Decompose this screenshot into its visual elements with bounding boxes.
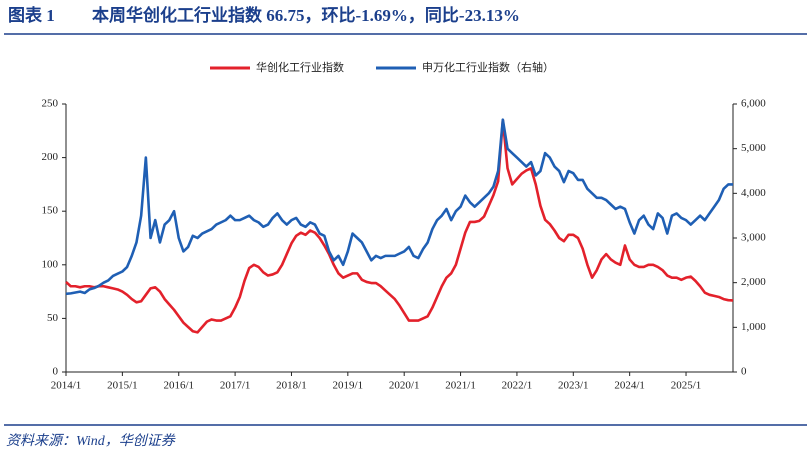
- y2-tick-label: 3,000: [741, 232, 766, 244]
- x-tick-label: 2016/1: [163, 380, 194, 392]
- y-tick-label: 200: [42, 151, 59, 163]
- x-tick-label: 2015/1: [107, 380, 138, 392]
- legend-label: 华创化工行业指数: [256, 60, 344, 74]
- y-tick-label: 150: [42, 205, 59, 217]
- y-tick-label: 0: [53, 366, 59, 378]
- y2-tick-label: 2,000: [741, 276, 766, 288]
- y2-tick-label: 0: [741, 366, 747, 378]
- legend-label: 申万化工行业指数（右轴）: [422, 60, 554, 74]
- y2-tick-label: 1,000: [741, 321, 766, 333]
- y-tick-label: 50: [47, 312, 59, 324]
- y-tick-label: 250: [42, 98, 59, 110]
- chart-title: 本周华创化工行业指数 66.75，环比-1.69%，同比-23.13%: [92, 5, 520, 25]
- x-tick-label: 2022/1: [502, 380, 533, 392]
- y2-tick-label: 4,000: [741, 187, 766, 199]
- y2-tick-label: 6,000: [741, 98, 766, 110]
- x-tick-label: 2021/1: [445, 380, 476, 392]
- source: 资料来源：Wind，华创证券: [6, 433, 176, 449]
- x-tick-label: 2025/1: [671, 380, 702, 392]
- x-tick-label: 2018/1: [276, 380, 307, 392]
- y2-tick-label: 5,000: [741, 142, 766, 154]
- x-tick-label: 2024/1: [614, 380, 645, 392]
- series-line: [65, 118, 733, 296]
- y-tick-label: 100: [42, 258, 59, 270]
- series-line: [65, 118, 734, 334]
- x-tick-label: 2020/1: [389, 380, 420, 392]
- x-tick-label: 2019/1: [333, 380, 364, 392]
- x-tick-label: 2017/1: [220, 380, 251, 392]
- x-tick-label: 2023/1: [558, 380, 589, 392]
- figure-label: 图表 1: [8, 5, 55, 25]
- x-tick-label: 2014/1: [51, 380, 82, 392]
